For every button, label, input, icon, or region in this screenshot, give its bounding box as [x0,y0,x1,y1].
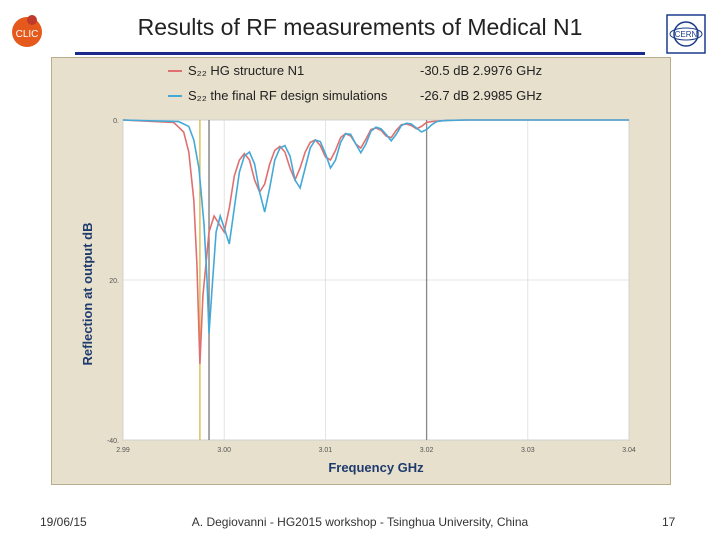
legend-marker-value: -30.5 dB 2.9976 GHz [420,63,542,78]
s22-reflection-chart: 2.99 3.00 3.01 3.02 3.03 3.04 0. 20. -40. S₂₂ HG … [80,63,636,475]
x-tick-label: 2.99 [116,447,130,454]
series-simulation-line [122,119,629,334]
y-tick-label: 20. [109,278,119,285]
title-divider [75,52,645,55]
x-tick-label: 3.03 [521,447,535,454]
y-tick-label: -40. [107,438,119,445]
x-tick-label: 3.02 [420,447,434,454]
cern-logo-text: CERN [675,30,698,39]
x-tick-label: 3.00 [217,447,231,454]
x-tick-label: 3.01 [319,447,333,454]
footer-presentation-info: A. Degiovanni - HG2015 workshop - Tsingh… [191,515,529,529]
slide-title: Results of RF measurements of Medical N1 [137,14,583,40]
legend-label: S₂₂ the final RF design simulations [188,88,388,103]
page-number: 17 [662,515,676,529]
legend-label: S₂₂ HG structure N1 [188,63,304,78]
x-tick-label: 3.04 [622,447,636,454]
clic-logo-text: CLIC [16,29,39,40]
y-axis-title: Reflection at output dB [80,223,95,366]
cern-logo: CERN [666,14,706,54]
series-measured-line [122,119,629,365]
x-axis-title: Frequency GHz [328,460,424,475]
legend-marker-value: -26.7 dB 2.9985 GHz [420,88,542,103]
y-tick-label: 0. [113,118,119,125]
chart-frame: 2.99 3.00 3.01 3.02 3.03 3.04 0. 20. -40. S₂₂ HG … [51,57,671,485]
clic-logo: CLIC [12,15,42,47]
footer-date: 19/06/15 [40,515,87,529]
